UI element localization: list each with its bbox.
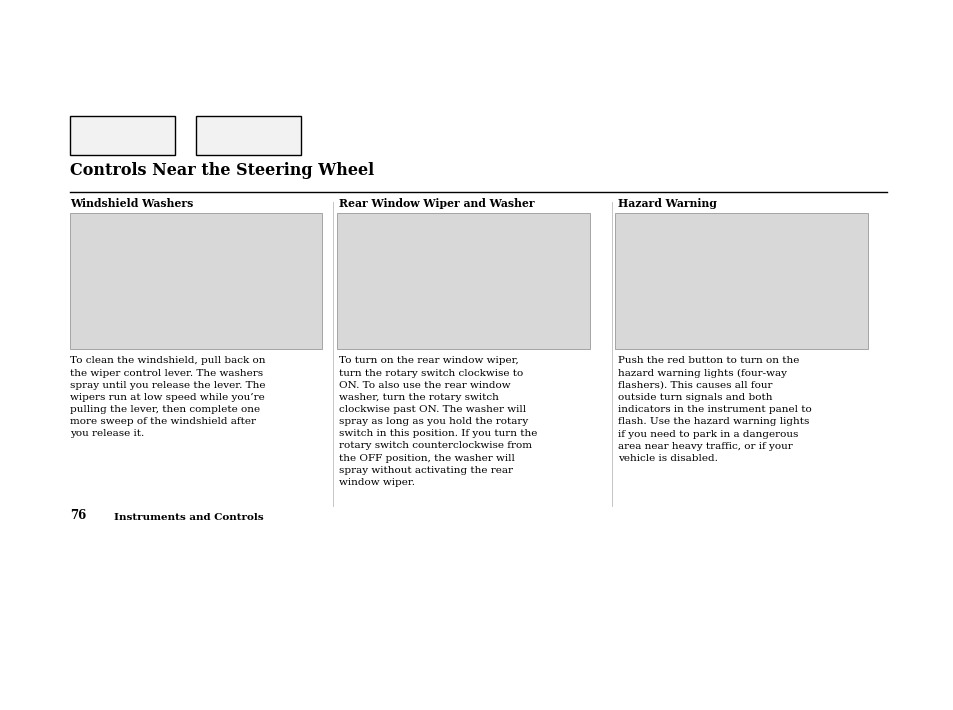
Text: To turn on the rear window wiper,
turn the rotary switch clockwise to
ON. To als: To turn on the rear window wiper, turn t… xyxy=(338,356,537,487)
Text: Push the red button to turn on the
hazard warning lights (four-way
flashers). Th: Push the red button to turn on the hazar… xyxy=(618,356,811,463)
Bar xyxy=(336,213,589,349)
Text: Controls Near the Steering Wheel: Controls Near the Steering Wheel xyxy=(70,162,374,179)
Bar xyxy=(615,213,867,349)
Text: Instruments and Controls: Instruments and Controls xyxy=(114,513,264,522)
Text: Rear Window Wiper and Washer: Rear Window Wiper and Washer xyxy=(338,198,534,209)
Bar xyxy=(70,116,174,155)
Text: 76: 76 xyxy=(70,509,86,522)
Text: Windshield Washers: Windshield Washers xyxy=(70,198,193,209)
Text: To clean the windshield, pull back on
the wiper control lever. The washers
spray: To clean the windshield, pull back on th… xyxy=(70,356,265,438)
Bar xyxy=(195,116,300,155)
Bar xyxy=(70,213,322,349)
Text: Hazard Warning: Hazard Warning xyxy=(618,198,717,209)
